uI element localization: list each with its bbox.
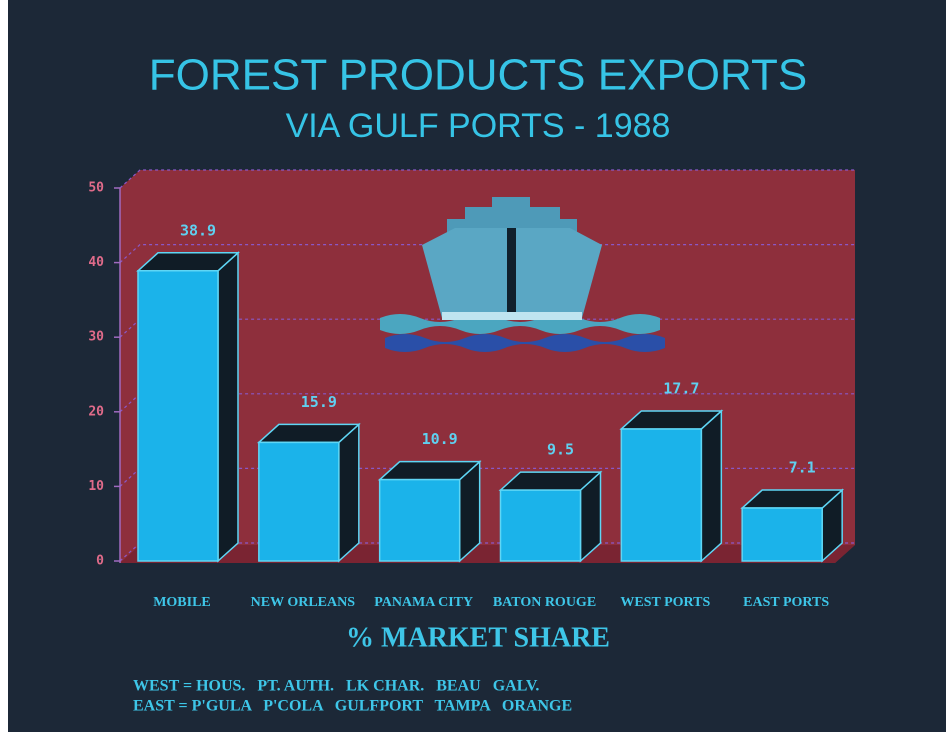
y-tick-label: 30 — [88, 330, 104, 345]
value-label: 7.1 — [789, 459, 816, 477]
note: WEST = HOUS. PT. AUTH. LK CHAR. BEAU GAL… — [133, 678, 539, 695]
value-label: 15.9 — [301, 393, 337, 411]
x-axis-label: % MARKET SHARE — [346, 622, 610, 653]
x-tick-label: WEST PORTS — [620, 595, 710, 610]
y-tick-label: 40 — [88, 255, 104, 270]
x-tick-label: BATON ROUGE — [493, 595, 596, 610]
x-tick-label: MOBILE — [153, 595, 211, 610]
bar — [259, 424, 359, 561]
chart-subtitle: VIA GULF PORTS - 1988 — [286, 107, 671, 145]
y-tick-label: 0 — [96, 554, 104, 569]
chart: FOREST PRODUCTS EXPORTS VIA GULF PORTS -… — [0, 0, 952, 732]
value-label: 38.9 — [180, 221, 216, 239]
chart-title: FOREST PRODUCTS EXPORTS — [149, 51, 807, 100]
x-tick-label: PANAMA CITY — [374, 595, 473, 610]
value-label: 10.9 — [422, 430, 458, 448]
bar — [621, 411, 721, 561]
note: EAST = P'GULA P'COLA GULFPORT TAMPA ORAN… — [133, 698, 572, 715]
bar — [501, 472, 601, 561]
x-tick-label: NEW ORLEANS — [251, 595, 356, 610]
x-tick-label: EAST PORTS — [743, 595, 829, 610]
y-tick-label: 20 — [88, 404, 104, 419]
bar — [742, 490, 842, 561]
bar — [138, 253, 238, 561]
value-label: 17.7 — [663, 379, 699, 397]
value-label: 9.5 — [547, 441, 574, 459]
bar — [380, 462, 480, 561]
y-tick-label: 10 — [88, 479, 104, 494]
y-tick-label: 50 — [88, 181, 104, 196]
